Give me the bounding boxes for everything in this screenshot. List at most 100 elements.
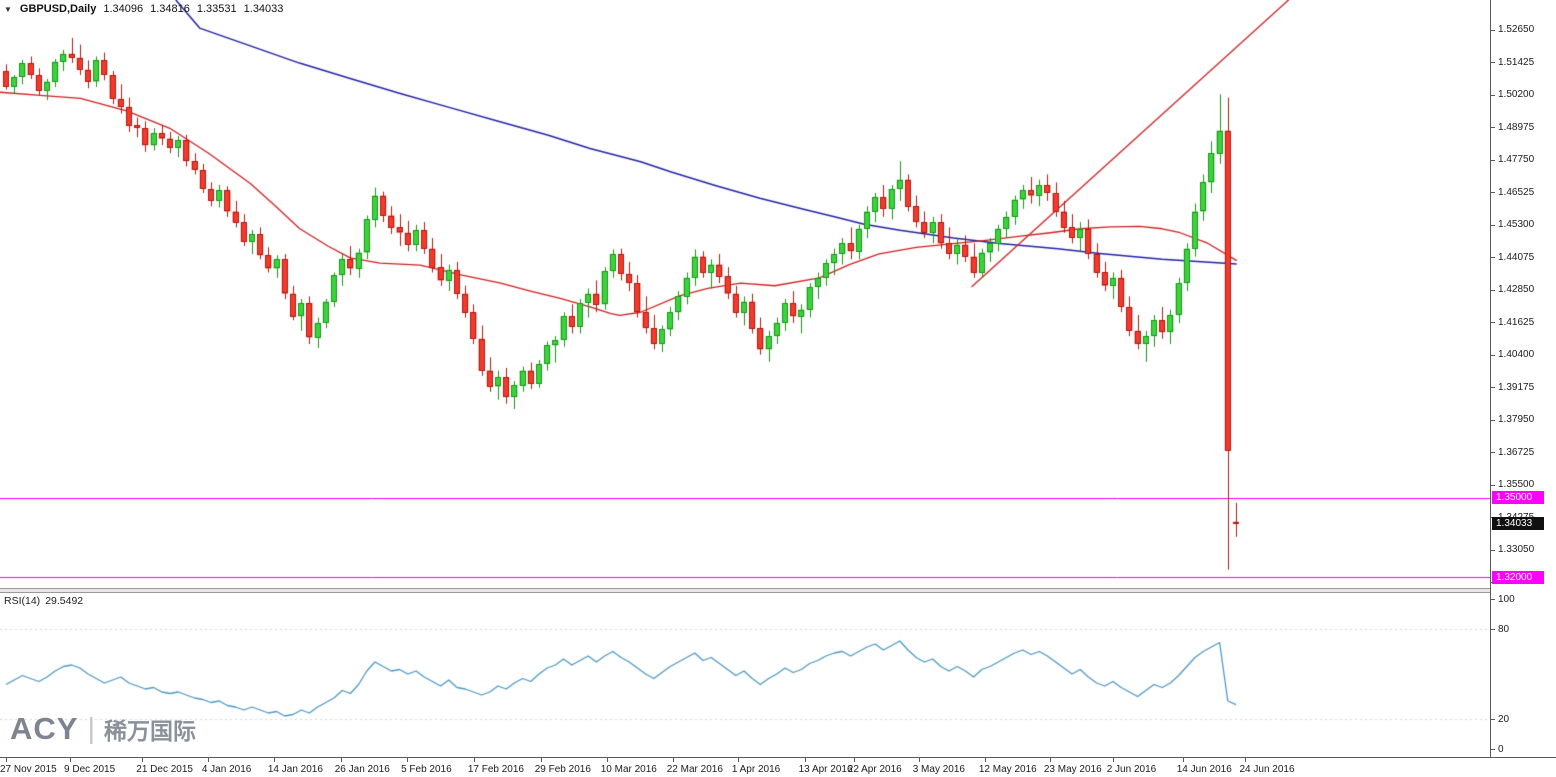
- axis-tick: [208, 758, 209, 762]
- rsi-axis-label: 0: [1498, 743, 1504, 755]
- price-axis-label: 1.44075: [1498, 251, 1535, 263]
- time-axis-label: 29 Feb 2016: [534, 764, 591, 775]
- axis-tick: [541, 758, 542, 762]
- ohlc-header: ▼ GBPUSD,Daily 1.34096 1.34816 1.33531 1…: [4, 3, 283, 15]
- axis-tick: [1491, 420, 1495, 421]
- price-axis-label: 1.42850: [1498, 284, 1535, 296]
- axis-tick: [1491, 192, 1495, 193]
- quote-low: 1.33531: [196, 3, 237, 15]
- axis-tick: [1050, 758, 1051, 762]
- axis-tick: [474, 758, 475, 762]
- axis-tick: [6, 758, 7, 762]
- rsi-indicator-canvas[interactable]: [0, 593, 1490, 757]
- rsi-value: 29.5492: [45, 595, 84, 607]
- axis-tick: [1491, 387, 1495, 388]
- price-line-badge: 1.32000: [1492, 570, 1544, 584]
- price-axis-label: 1.35500: [1498, 479, 1535, 491]
- time-axis-label: 22 Apr 2016: [847, 764, 902, 775]
- price-axis-label: 1.48975: [1498, 121, 1535, 133]
- axis-tick: [274, 758, 275, 762]
- axis-tick: [1491, 290, 1495, 291]
- axis-tick: [738, 758, 739, 762]
- axis-tick: [407, 758, 408, 762]
- axis-tick: [142, 758, 143, 762]
- price-axis-label: 1.52650: [1498, 24, 1535, 36]
- price-axis-label: 1.40400: [1498, 349, 1535, 361]
- rsi-indicator-label: RSI(14) 29.5492: [4, 595, 83, 607]
- price-axis-label: 1.50200: [1498, 89, 1535, 101]
- rsi-axis-label: 100: [1498, 593, 1515, 605]
- time-axis-label: 14 Jan 2016: [267, 764, 323, 775]
- rsi-name: RSI(14): [4, 595, 41, 607]
- time-axis-label: 3 May 2016: [912, 764, 965, 775]
- axis-tick: [1491, 550, 1495, 551]
- axis-tick: [1491, 257, 1495, 258]
- axis-tick: [341, 758, 342, 762]
- axis-tick: [1491, 30, 1495, 31]
- axis-tick: [985, 758, 986, 762]
- time-axis-label: 14 Jun 2016: [1176, 764, 1232, 775]
- price-axis-label: 1.36725: [1498, 446, 1535, 458]
- time-axis-label: 24 Jun 2016: [1239, 764, 1295, 775]
- price-axis-label: 1.39175: [1498, 381, 1535, 393]
- axis-tick: [1491, 322, 1495, 323]
- pane-separator[interactable]: [0, 588, 1556, 593]
- time-axis-label: 22 Mar 2016: [666, 764, 723, 775]
- time-axis-label: 12 May 2016: [978, 764, 1037, 775]
- axis-tick: [1491, 62, 1495, 63]
- price-axis-label: 1.47750: [1498, 154, 1535, 166]
- time-axis-label: 4 Jan 2016: [201, 764, 252, 775]
- axis-tick: [1491, 127, 1495, 128]
- price-axis-label: 1.45300: [1498, 219, 1535, 231]
- rsi-axis-label: 20: [1498, 713, 1510, 725]
- time-axis-label: 17 Feb 2016: [467, 764, 524, 775]
- broker-logo-chinese: 稀万国际: [104, 718, 196, 744]
- price-axis-label: 1.51425: [1498, 56, 1535, 68]
- axis-tick: [607, 758, 608, 762]
- time-axis[interactable]: 27 Nov 2015 9 Dec 2015 21 Dec 2015 4 Jan 20…: [0, 757, 1556, 777]
- axis-tick: [919, 758, 920, 762]
- time-axis-label: 2 Jun 2016: [1106, 764, 1157, 775]
- time-axis-label: 5 Feb 2016: [401, 764, 452, 775]
- axis-tick: [854, 758, 855, 762]
- price-line-badge: 1.35000: [1492, 491, 1544, 505]
- axis-tick: [1491, 225, 1495, 226]
- price-pane[interactable]: ▼ GBPUSD,Daily 1.34096 1.34816 1.33531 1…: [0, 0, 1490, 589]
- broker-watermark: ACY | 稀万国际: [10, 711, 196, 747]
- time-axis-label: 21 Dec 2015: [136, 764, 193, 775]
- time-axis-label: 10 Mar 2016: [600, 764, 657, 775]
- time-axis-label: 13 Apr 2016: [798, 764, 853, 775]
- axis-tick: [1491, 629, 1495, 630]
- axis-tick: [1491, 95, 1495, 96]
- time-axis-label: 1 Apr 2016: [731, 764, 781, 775]
- axis-tick: [1491, 599, 1495, 600]
- current-price-badge: 1.34033: [1492, 516, 1544, 530]
- symbol-dropdown-icon[interactable]: ▼: [4, 4, 12, 14]
- axis-tick: [1491, 485, 1495, 486]
- axis-tick: [1245, 758, 1246, 762]
- axis-tick: [1491, 355, 1495, 356]
- axis-tick: [673, 758, 674, 762]
- axis-tick: [1113, 758, 1114, 762]
- axis-tick: [805, 758, 806, 762]
- axis-tick: [1491, 719, 1495, 720]
- rsi-pane[interactable]: RSI(14) 29.5492 ACY | 稀万国际: [0, 593, 1490, 757]
- quote-high: 1.34816: [150, 3, 190, 15]
- price-chart-canvas[interactable]: [0, 0, 1490, 589]
- price-axis-label: 1.33050: [1498, 544, 1535, 555]
- time-axis-label: 9 Dec 2015: [64, 764, 116, 775]
- price-axis-label: 1.46525: [1498, 186, 1535, 198]
- price-axis-label: 1.41625: [1498, 316, 1535, 328]
- axis-tick: [70, 758, 71, 762]
- axis-tick: [1491, 749, 1495, 750]
- axis-tick: [1491, 160, 1495, 161]
- quote-close: 1.34033: [243, 3, 284, 15]
- rsi-axis-label: 80: [1498, 623, 1510, 635]
- quote-open: 1.34096: [103, 3, 144, 15]
- time-axis-label: 27 Nov 2015: [0, 764, 57, 775]
- price-axis[interactable]: 1.52650 1.51425 1.50200 1.48975 1.47750 1.465…: [1490, 0, 1556, 757]
- axis-tick: [1183, 758, 1184, 762]
- time-axis-label: 26 Jan 2016: [334, 764, 390, 775]
- symbol-timeframe-label: GBPUSD,Daily: [19, 3, 97, 15]
